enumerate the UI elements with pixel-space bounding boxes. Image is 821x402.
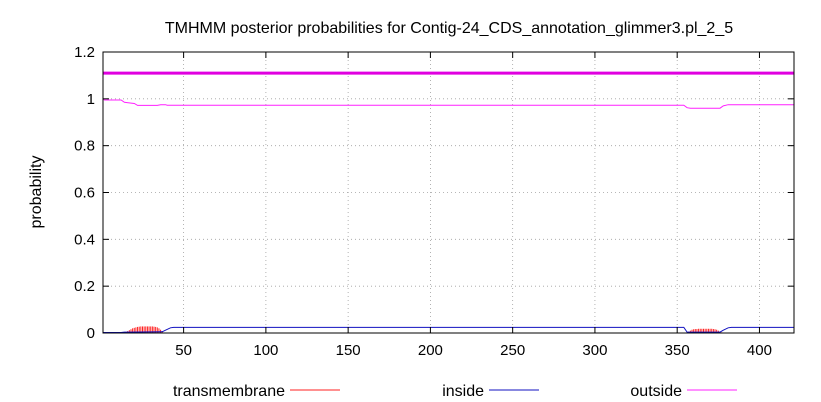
y-axis-label: probability — [28, 156, 45, 229]
tick-layer: 0 0.2 0.4 0.6 0.8 1 1.2 50 100 150 200 250 300 350 400 — [74, 44, 794, 359]
y-tick-label: 1.2 — [74, 44, 95, 61]
x-tick-label: 400 — [747, 342, 772, 359]
x-tick-label: 150 — [336, 342, 361, 359]
x-tick-label: 50 — [175, 342, 192, 359]
x-tick-label: 200 — [418, 342, 443, 359]
chart-title: TMHMM posterior probabilities for Contig… — [165, 20, 733, 37]
y-tick-label: 0.4 — [74, 231, 95, 248]
y-tick-label: 0.8 — [74, 138, 95, 155]
x-tick-label: 250 — [500, 342, 525, 359]
y-tick-label: 0 — [87, 325, 95, 342]
legend: transmembrane inside outside — [173, 383, 737, 400]
series-layer — [102, 98, 794, 333]
series-outside-line — [102, 98, 794, 109]
legend-label-transmembrane: transmembrane — [173, 383, 285, 400]
x-tick-label: 100 — [253, 342, 278, 359]
legend-label-outside: outside — [630, 383, 682, 400]
legend-label-inside: inside — [442, 383, 484, 400]
x-tick-label: 350 — [665, 342, 690, 359]
plot-frame — [102, 51, 795, 334]
y-tick-label: 0.6 — [74, 185, 95, 202]
y-tick-label: 0.2 — [74, 278, 95, 295]
y-tick-label: 1 — [87, 91, 95, 108]
series-inside-line — [103, 326, 794, 333]
x-tick-label: 300 — [582, 342, 607, 359]
grid — [103, 52, 794, 333]
